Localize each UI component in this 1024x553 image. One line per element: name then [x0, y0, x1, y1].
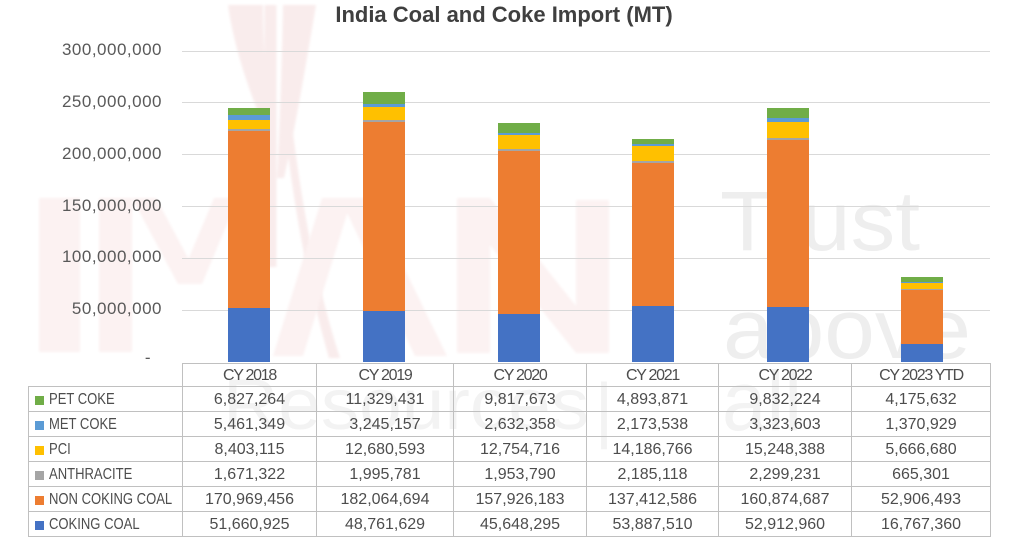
svg-text:Trust: Trust — [720, 174, 920, 268]
